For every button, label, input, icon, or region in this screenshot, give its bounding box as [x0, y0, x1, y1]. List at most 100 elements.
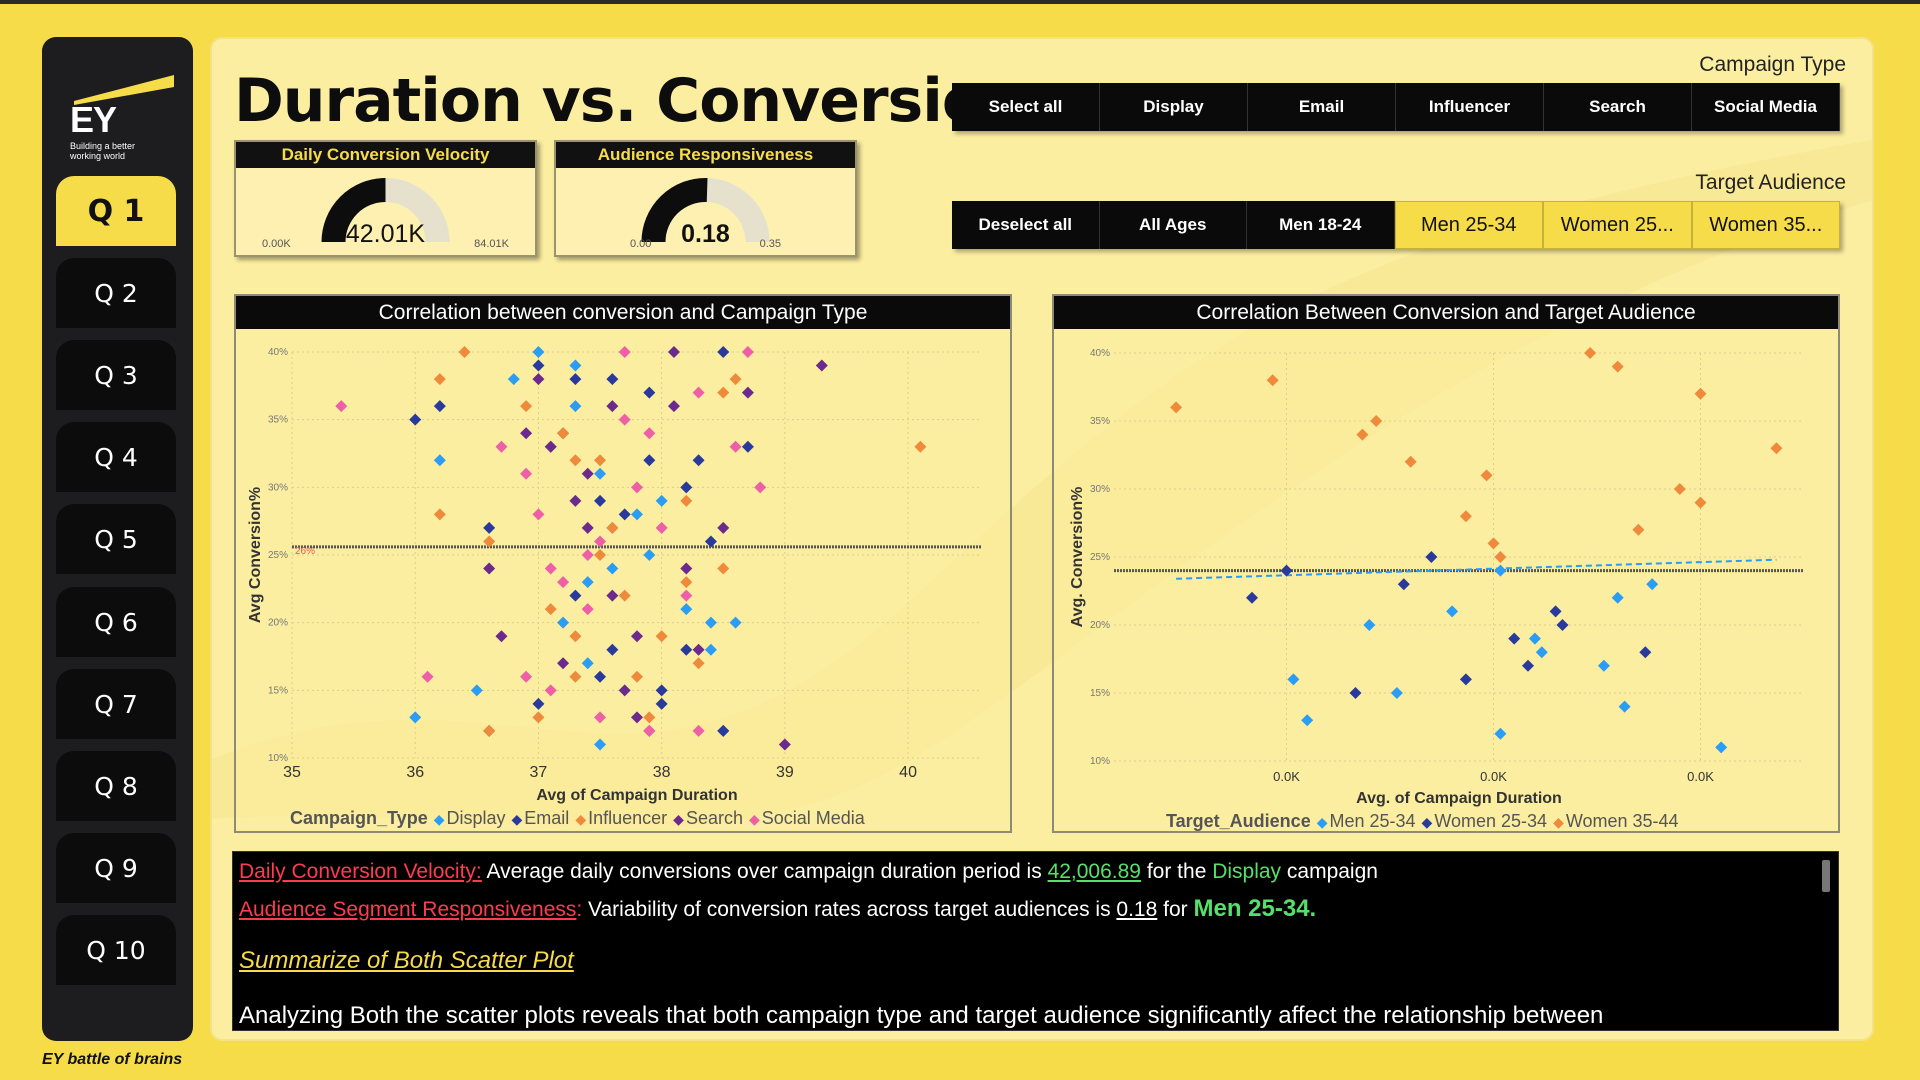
data-point-email[interactable]: [569, 373, 582, 386]
data-point-men-25-34[interactable]: [1363, 619, 1376, 631]
data-point-influencer[interactable]: [729, 373, 742, 386]
data-point-search[interactable]: [520, 427, 533, 440]
data-point-women-25-34[interactable]: [1397, 578, 1410, 591]
data-point-email[interactable]: [409, 413, 422, 426]
data-point-influencer[interactable]: [483, 535, 496, 548]
data-point-influencer[interactable]: [569, 670, 582, 683]
data-point-search[interactable]: [581, 521, 594, 534]
data-point-display[interactable]: [532, 346, 545, 358]
slicer-button-all-ages[interactable]: All Ages: [1099, 201, 1247, 249]
data-point-display[interactable]: [470, 684, 483, 697]
data-point-display[interactable]: [557, 616, 570, 629]
data-point-women-35-44[interactable]: [1611, 360, 1624, 373]
data-point-search[interactable]: [557, 657, 570, 670]
data-point-women-25-34[interactable]: [1549, 605, 1562, 618]
data-point-influencer[interactable]: [433, 373, 446, 386]
data-point-social-media[interactable]: [741, 346, 754, 358]
data-point-display[interactable]: [594, 738, 607, 751]
slicer-button-men-18-24[interactable]: Men 18-24: [1247, 201, 1395, 249]
data-point-women-25-34[interactable]: [1459, 673, 1472, 686]
data-point-men-25-34[interactable]: [1390, 687, 1403, 699]
data-point-men-25-34[interactable]: [1494, 727, 1507, 740]
nav-q3[interactable]: Q 3: [56, 340, 176, 410]
data-point-men-25-34[interactable]: [1646, 578, 1659, 591]
data-point-women-35-44[interactable]: [1266, 374, 1279, 387]
data-point-email[interactable]: [594, 670, 607, 683]
data-point-display[interactable]: [704, 643, 717, 656]
data-point-women-35-44[interactable]: [1494, 551, 1507, 563]
data-point-women-25-34[interactable]: [1639, 646, 1652, 659]
nav-q4[interactable]: Q 4: [56, 422, 176, 492]
data-point-women-35-44[interactable]: [1370, 415, 1383, 427]
data-point-social-media[interactable]: [594, 535, 607, 548]
data-point-social-media[interactable]: [532, 508, 545, 521]
data-point-influencer[interactable]: [594, 454, 607, 467]
data-point-social-media[interactable]: [335, 400, 348, 413]
data-point-women-25-34[interactable]: [1280, 564, 1293, 577]
nav-q8[interactable]: Q 8: [56, 751, 176, 821]
data-point-display[interactable]: [643, 549, 656, 561]
data-point-social-media[interactable]: [544, 562, 557, 575]
data-point-men-25-34[interactable]: [1611, 591, 1624, 604]
data-point-influencer[interactable]: [631, 670, 643, 683]
data-point-display[interactable]: [569, 359, 582, 372]
data-point-search[interactable]: [667, 346, 680, 358]
data-point-search[interactable]: [569, 494, 582, 507]
data-point-email[interactable]: [532, 359, 545, 372]
data-point-display[interactable]: [729, 616, 742, 629]
data-point-search[interactable]: [495, 630, 508, 643]
nav-q7[interactable]: Q 7: [56, 669, 176, 739]
data-point-email[interactable]: [717, 724, 730, 737]
data-point-social-media[interactable]: [655, 521, 668, 534]
data-point-display[interactable]: [409, 711, 422, 724]
data-point-women-35-44[interactable]: [1487, 537, 1500, 550]
data-point-email[interactable]: [643, 386, 656, 399]
nav-q1[interactable]: Q 1: [56, 176, 176, 246]
legend-item[interactable]: Email: [524, 808, 569, 828]
data-point-search[interactable]: [631, 711, 643, 724]
data-point-display[interactable]: [581, 657, 594, 670]
data-point-email[interactable]: [618, 508, 631, 521]
slicer-button-women-25[interactable]: Women 25...: [1543, 201, 1692, 249]
data-point-display[interactable]: [594, 467, 607, 480]
data-point-search[interactable]: [741, 386, 754, 399]
legend-item[interactable]: Men 25-34: [1329, 811, 1415, 831]
data-point-social-media[interactable]: [581, 603, 594, 616]
data-point-men-25-34[interactable]: [1494, 564, 1507, 577]
data-point-women-35-44[interactable]: [1770, 442, 1783, 455]
data-point-social-media[interactable]: [643, 724, 656, 737]
data-point-display[interactable]: [655, 494, 668, 507]
slicer-button-email[interactable]: Email: [1248, 83, 1396, 131]
data-point-influencer[interactable]: [717, 386, 730, 399]
data-point-women-35-44[interactable]: [1480, 469, 1493, 482]
data-point-display[interactable]: [631, 508, 643, 521]
data-point-email[interactable]: [532, 697, 545, 710]
legend-item[interactable]: Search: [686, 808, 743, 828]
data-point-men-25-34[interactable]: [1597, 659, 1610, 672]
slicer-button-influencer[interactable]: Influencer: [1396, 83, 1544, 131]
data-point-search[interactable]: [618, 684, 631, 697]
data-point-influencer[interactable]: [569, 454, 582, 467]
data-point-email[interactable]: [569, 589, 582, 602]
data-point-social-media[interactable]: [557, 576, 570, 589]
slicer-button-display[interactable]: Display: [1100, 83, 1248, 131]
insight-textbox[interactable]: Daily Conversion Velocity: Average daily…: [232, 851, 1839, 1031]
data-point-influencer[interactable]: [520, 400, 533, 413]
slicer-button-search[interactable]: Search: [1544, 83, 1692, 131]
data-point-email[interactable]: [680, 481, 693, 494]
legend-item[interactable]: Social Media: [762, 808, 866, 828]
data-point-email[interactable]: [680, 643, 693, 656]
data-point-women-25-34[interactable]: [1246, 591, 1258, 604]
data-point-email[interactable]: [433, 400, 446, 413]
data-point-women-35-44[interactable]: [1584, 347, 1597, 359]
data-point-influencer[interactable]: [594, 549, 607, 561]
data-point-men-25-34[interactable]: [1446, 605, 1459, 618]
data-point-women-35-44[interactable]: [1459, 510, 1472, 523]
data-point-social-media[interactable]: [520, 670, 533, 683]
data-point-men-25-34[interactable]: [1528, 632, 1541, 645]
data-point-women-25-34[interactable]: [1556, 619, 1569, 631]
data-point-social-media[interactable]: [421, 670, 434, 683]
legend-item[interactable]: Display: [446, 808, 505, 828]
data-point-women-35-44[interactable]: [1694, 387, 1707, 400]
slicer-button-women-35[interactable]: Women 35...: [1691, 201, 1840, 249]
